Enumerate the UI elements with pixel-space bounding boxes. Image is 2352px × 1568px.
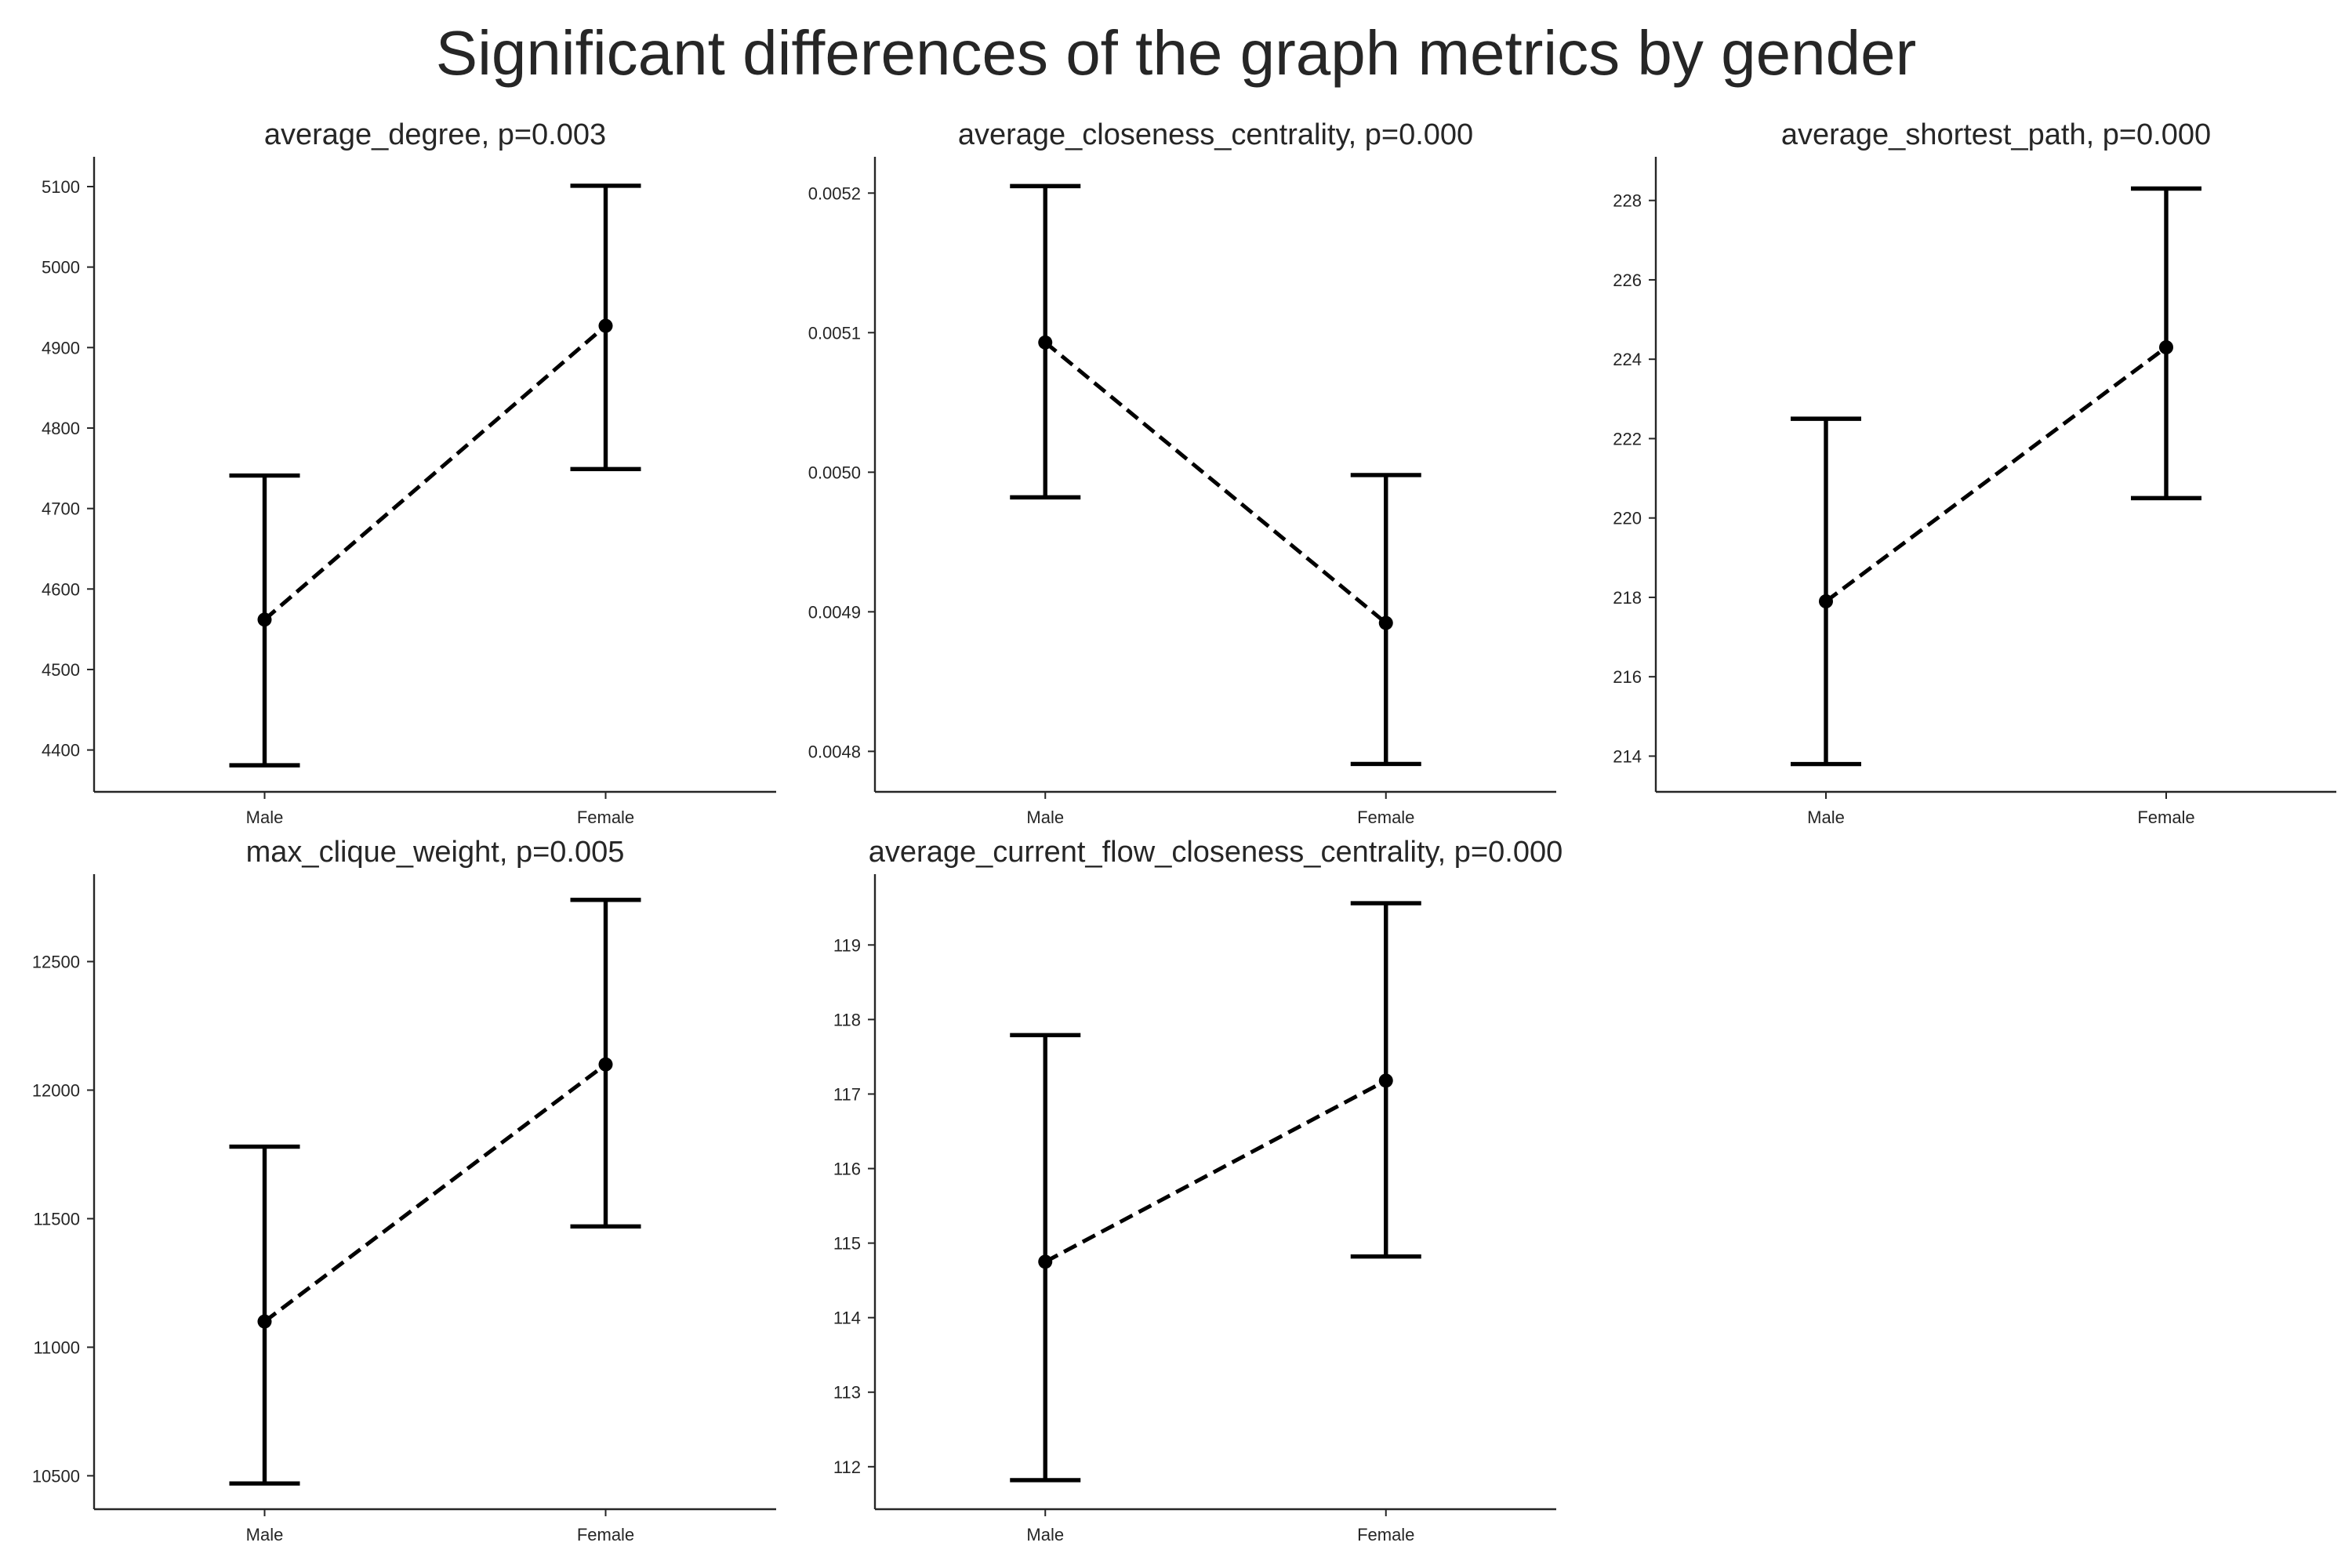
y-tick-label: 5100 <box>42 177 80 197</box>
y-tick-label: 5000 <box>42 258 80 278</box>
mean-point-male <box>257 1314 272 1329</box>
chart-panel-5: average_current_flow_closeness_centralit… <box>833 836 1563 1544</box>
x-tick-label: Male <box>1026 808 1064 827</box>
y-tick-label: 222 <box>1613 429 1642 448</box>
figure-title: Significant differences of the graph met… <box>435 18 1917 88</box>
y-tick-label: 226 <box>1613 270 1642 290</box>
chart-panel-4: max_clique_weight, p=0.005 10500 11000 1150… <box>32 836 776 1544</box>
mean-point-male <box>1038 1254 1053 1269</box>
mean-connector-line <box>263 324 608 622</box>
y-tick-label: 214 <box>1613 746 1642 766</box>
x-tick-label: Female <box>1357 808 1414 827</box>
y-tick-label: 0.0048 <box>808 742 861 761</box>
y-tick-label: 117 <box>833 1084 861 1104</box>
y-tick-label: 4400 <box>42 741 80 760</box>
x-tick-label: Male <box>1807 808 1845 827</box>
x-tick-label: Female <box>577 1525 634 1544</box>
x-tick-label: Female <box>577 808 634 827</box>
mean-point-female <box>1378 1073 1393 1088</box>
chart-panel-1: average_degree, p=0.003 4400 4500 4600 4700 4… <box>42 118 776 827</box>
y-tick-label: 4900 <box>42 338 80 358</box>
y-tick-label: 116 <box>833 1160 861 1179</box>
x-tick-label: Male <box>246 1525 284 1544</box>
x-tick-label: Male <box>1026 1525 1064 1544</box>
mean-connector-line <box>1044 340 1388 625</box>
y-tick-label: 228 <box>1613 191 1642 211</box>
chart-subtitle: average_closeness_centrality, p=0.000 <box>958 118 1473 151</box>
y-tick-label: 10500 <box>32 1466 80 1486</box>
y-tick-label: 114 <box>833 1308 861 1328</box>
chart-panel-2: average_closeness_centrality, p=0.000 0.0… <box>808 118 1556 827</box>
mean-point-male <box>1819 594 1833 608</box>
chart-panel-3: average_shortest_path, p=0.000 214 216 218 2… <box>1613 118 2336 827</box>
x-tick-label: Female <box>1357 1525 1414 1544</box>
y-tick-label: 0.0052 <box>808 183 861 203</box>
y-tick-label: 11000 <box>33 1338 80 1357</box>
y-tick-label: 224 <box>1613 350 1642 369</box>
mean-point-male <box>1038 335 1053 350</box>
mean-point-male <box>257 612 272 627</box>
y-tick-label: 113 <box>833 1383 861 1403</box>
y-tick-label: 4500 <box>42 660 80 680</box>
x-tick-label: Male <box>246 808 284 827</box>
chart-subtitle: average_degree, p=0.003 <box>264 118 606 151</box>
y-tick-label: 115 <box>833 1234 861 1254</box>
y-tick-label: 216 <box>1613 667 1642 687</box>
y-tick-label: 12000 <box>32 1080 80 1100</box>
y-tick-label: 220 <box>1613 509 1642 528</box>
y-tick-label: 4800 <box>42 419 80 438</box>
chart-subtitle: average_shortest_path, p=0.000 <box>1781 118 2211 151</box>
y-tick-label: 0.0051 <box>808 323 861 343</box>
y-tick-label: 218 <box>1613 588 1642 608</box>
y-tick-label: 0.0049 <box>808 602 861 622</box>
chart-subtitle: max_clique_weight, p=0.005 <box>246 836 625 869</box>
y-tick-label: 0.0050 <box>808 463 861 482</box>
y-tick-label: 112 <box>833 1457 861 1477</box>
chart-subtitle: average_current_flow_closeness_centralit… <box>869 836 1563 869</box>
y-tick-label: 4600 <box>42 579 80 599</box>
mean-point-female <box>598 318 613 333</box>
x-tick-label: Female <box>2137 808 2194 827</box>
y-tick-label: 119 <box>833 935 861 955</box>
mean-point-female <box>598 1057 613 1072</box>
y-tick-label: 12500 <box>32 952 80 971</box>
mean-point-female <box>2159 340 2173 354</box>
mean-connector-line <box>1824 345 2168 604</box>
y-tick-label: 11500 <box>33 1209 80 1229</box>
mean-connector-line <box>1044 1079 1387 1264</box>
mean-point-female <box>1378 615 1393 630</box>
y-tick-label: 4700 <box>42 499 80 519</box>
y-tick-label: 118 <box>833 1010 861 1029</box>
mean-connector-line <box>263 1062 608 1323</box>
